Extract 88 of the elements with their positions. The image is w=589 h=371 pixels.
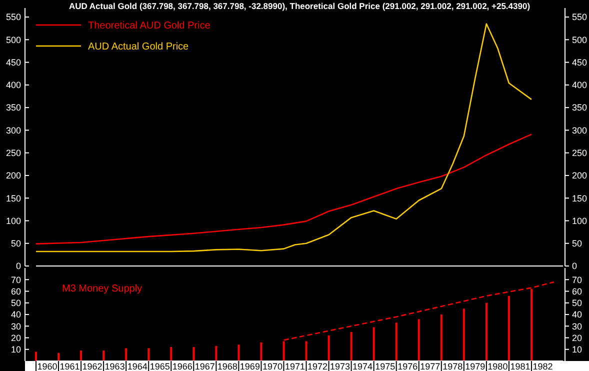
y2-tick-label: 150 bbox=[572, 193, 588, 204]
bar bbox=[372, 327, 375, 361]
x-tick-label: 1965 bbox=[150, 362, 170, 371]
y-tick-label: 50 bbox=[10, 298, 21, 308]
bar bbox=[192, 347, 195, 361]
y2-tick-label: 450 bbox=[572, 57, 588, 68]
legend-label: Theoretical AUD Gold Price bbox=[88, 20, 211, 32]
x-tick-label: 1963 bbox=[104, 362, 125, 371]
x-tick-label: 1962 bbox=[82, 362, 102, 371]
y2-tick-label: 40 bbox=[572, 310, 582, 320]
x-tick-label: 1976 bbox=[398, 362, 418, 371]
bar bbox=[485, 302, 488, 361]
y-tick-label: 10 bbox=[10, 344, 21, 355]
y2-tick-label: 550 bbox=[572, 12, 588, 22]
bar bbox=[148, 348, 150, 361]
y-tick-label: 30 bbox=[10, 321, 21, 332]
y-tick-label: 50 bbox=[10, 238, 21, 249]
x-tick-label: 1964 bbox=[127, 362, 148, 371]
line-series bbox=[35, 134, 532, 244]
bar bbox=[462, 308, 465, 361]
y2-tick-label: 60 bbox=[572, 286, 582, 296]
x-tick-label: 1960 bbox=[37, 362, 58, 371]
y2-tick-label: 500 bbox=[572, 34, 588, 45]
y2-tick-label: 50 bbox=[572, 238, 582, 249]
y2-tick-label: 100 bbox=[572, 216, 588, 226]
y-tick-label: 40 bbox=[10, 310, 21, 320]
y2-tick-label: 20 bbox=[572, 332, 582, 343]
y-tick-label: 300 bbox=[6, 125, 21, 136]
y2-tick-label: 350 bbox=[572, 102, 588, 113]
x-tick-label: 1971 bbox=[284, 362, 306, 371]
y2-tick-label: 400 bbox=[572, 80, 588, 90]
x-tick-label: 1966 bbox=[172, 362, 192, 371]
y-tick-label: 20 bbox=[10, 332, 21, 343]
y-tick-label: 150 bbox=[6, 193, 21, 204]
bar bbox=[418, 319, 420, 361]
y-tick-label: 70 bbox=[10, 274, 21, 285]
x-tick-label: 1975 bbox=[375, 362, 396, 371]
chart-title: AUD Actual Gold (367.798, 367.798, 367.798, -32.8990), Theoretical Gold Price (291.002, 291.002, 291.002, +25.4390) bbox=[68, 0, 530, 11]
bar bbox=[125, 348, 128, 361]
x-tick-label: 1977 bbox=[420, 362, 440, 371]
legend-label: AUD Actual Gold Price bbox=[88, 42, 190, 52]
x-tick-label: 1973 bbox=[330, 362, 350, 371]
y2-tick-label: 250 bbox=[572, 148, 588, 158]
bar bbox=[58, 352, 60, 361]
y-tick-label: 100 bbox=[6, 216, 21, 226]
bar bbox=[508, 296, 510, 361]
x-tick-label: 1982 bbox=[532, 362, 553, 371]
y2-tick-label: 30 bbox=[572, 321, 582, 332]
bar bbox=[238, 344, 240, 361]
bar bbox=[328, 335, 330, 361]
bar bbox=[350, 332, 352, 361]
bar bbox=[440, 314, 442, 361]
y-tick-label: 400 bbox=[6, 80, 21, 90]
x-tick-label: 1961 bbox=[60, 362, 80, 371]
x-tick-label: 1981 bbox=[510, 362, 530, 371]
y-tick-label: 200 bbox=[6, 170, 21, 181]
x-tick-label: 1974 bbox=[352, 362, 373, 371]
x-tick-label: 1978 bbox=[442, 362, 463, 371]
line-series bbox=[35, 23, 532, 252]
x-tick-label: 1980 bbox=[488, 362, 508, 371]
x-tick-label: 1968 bbox=[217, 362, 238, 371]
bar bbox=[215, 346, 218, 361]
x-tick-label: 1979 bbox=[465, 362, 486, 371]
y-tick-label: 250 bbox=[6, 148, 21, 158]
y2-tick-label: 0 bbox=[572, 261, 578, 272]
bar bbox=[102, 350, 105, 361]
y-tick-label: 500 bbox=[6, 34, 21, 45]
bar bbox=[395, 322, 398, 361]
y2-tick-label: 300 bbox=[572, 125, 588, 136]
y2-tick-label: 10 bbox=[572, 344, 582, 355]
y-tick-label: 550 bbox=[6, 12, 21, 22]
y2-tick-label: 50 bbox=[572, 298, 582, 308]
x-tick-label: 1972 bbox=[308, 362, 328, 371]
x-tick-label: 1970 bbox=[262, 362, 282, 371]
bar bbox=[170, 347, 172, 361]
x-tick-label: 1969 bbox=[240, 362, 260, 371]
y-tick-label: 350 bbox=[6, 102, 21, 113]
x-tick-label: 1967 bbox=[194, 362, 215, 371]
y-tick-label: 60 bbox=[10, 286, 21, 296]
bar bbox=[80, 350, 82, 361]
y-tick-label: 0 bbox=[16, 261, 21, 272]
bar bbox=[35, 352, 37, 361]
y-tick-label: 450 bbox=[6, 57, 21, 68]
bar bbox=[305, 341, 308, 361]
y2-tick-label: 70 bbox=[572, 274, 582, 285]
text: M3 Money Supply bbox=[62, 284, 142, 294]
y2-tick-label: 200 bbox=[572, 170, 588, 181]
bar bbox=[260, 342, 262, 361]
